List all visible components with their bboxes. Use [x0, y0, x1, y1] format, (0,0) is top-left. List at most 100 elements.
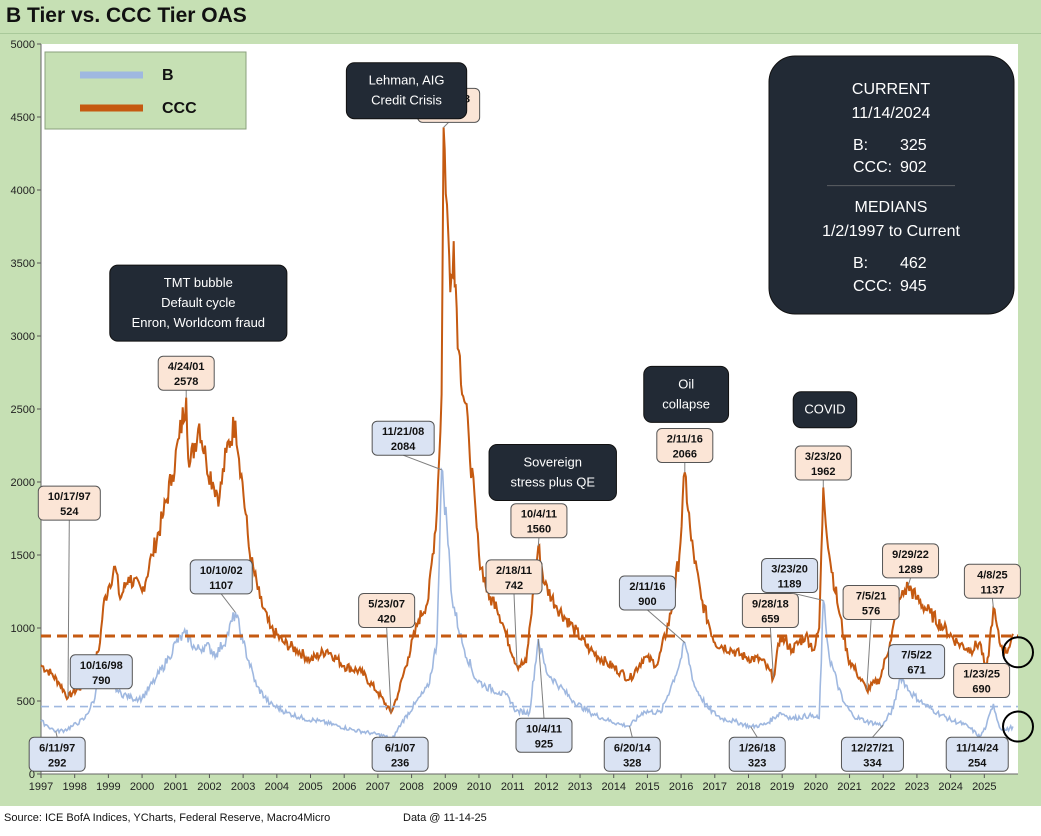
callout-date: 7/5/21 — [856, 590, 887, 602]
callout-date: 11/14/24 — [956, 742, 999, 754]
callout-box — [358, 592, 416, 628]
callout-value: 742 — [505, 580, 523, 592]
data-label-ccc: 2/11/16 2066 — [656, 428, 714, 473]
callout-date: 7/5/22 — [901, 650, 932, 662]
annotation-text: Oil — [678, 376, 694, 391]
data-label-ccc: 9/29/22 1289 — [882, 543, 940, 586]
data-label-b: 10/4/11 925 — [515, 638, 573, 753]
callout-leader — [647, 609, 686, 643]
callout-leader — [866, 619, 872, 690]
info-box: CURRENT 11/14/2024 B: 325 CCC: 902 ———————————… — [768, 55, 1015, 315]
data-label-b: 6/20/14 328 — [603, 725, 661, 772]
y-tick-label: 500 — [17, 696, 35, 708]
callout-value: 292 — [48, 757, 66, 769]
x-tick-label: 2014 — [601, 781, 625, 793]
callout-leader — [907, 577, 912, 586]
chart-title: B Tier vs. CCC Tier OAS — [6, 4, 247, 27]
callout-box — [510, 503, 568, 539]
y-tick-label: 1500 — [11, 550, 35, 562]
data-label-ccc: 4/8/25 1137 — [963, 563, 1021, 609]
callout-box — [888, 644, 946, 680]
annotation-box — [109, 264, 288, 342]
callout-date: 6/20/14 — [614, 742, 652, 754]
footer: Source: ICE BofA Indices, YCharts, Feder… — [0, 806, 1041, 836]
callout-value: 1962 — [811, 466, 835, 478]
annotation-text: Credit Crisis — [371, 93, 442, 108]
info-b-median-label: B: — [853, 255, 868, 272]
x-tick-label: 2000 — [130, 781, 154, 793]
callout-value: 1560 — [527, 524, 551, 536]
callout-box — [945, 736, 1009, 772]
data-label-ccc: 3/23/20 1962 — [794, 445, 852, 488]
x-tick-label: 2021 — [837, 781, 861, 793]
callout-box — [37, 485, 101, 521]
data-label-ccc: 10/4/11 1560 — [510, 503, 568, 547]
data-label-b: 1/26/18 323 — [728, 726, 786, 772]
data-label-b: 10/16/98 790 — [69, 654, 133, 690]
callout-value: 925 — [535, 738, 553, 750]
callout-box — [515, 717, 573, 753]
callout-box — [963, 563, 1021, 599]
callout-box — [953, 663, 1011, 699]
x-tick-label: 2012 — [534, 781, 558, 793]
data-label-b: 11/21/08 2084 — [371, 420, 442, 471]
x-tick-label: 2025 — [972, 781, 996, 793]
info-b-current: 325 — [900, 137, 927, 154]
callout-leader — [789, 591, 824, 601]
callout-value: 671 — [907, 665, 925, 677]
data-label-ccc: 9/28/18 659 — [741, 592, 799, 678]
callout-leader — [443, 121, 449, 128]
annotation-text: collapse — [662, 396, 710, 411]
legend-label-b: B — [162, 67, 174, 84]
y-tick-label: 1000 — [11, 623, 35, 635]
x-tick-label: 1998 — [62, 781, 86, 793]
callout-leader — [402, 454, 442, 471]
callout-value: 323 — [748, 757, 766, 769]
x-tick-label: 2020 — [804, 781, 828, 793]
callout-leader — [67, 520, 70, 698]
event-annotation: Oil collapse — [643, 365, 730, 423]
x-tick-label: 2013 — [568, 781, 592, 793]
callout-value: 659 — [761, 613, 779, 625]
callout-value: 900 — [638, 596, 656, 608]
callout-box — [189, 559, 253, 595]
y-tick-label: 4000 — [11, 185, 35, 197]
x-tick-label: 2019 — [770, 781, 794, 793]
callout-date: 9/29/22 — [892, 549, 929, 561]
data-label-b: 12/27/21 334 — [840, 724, 904, 772]
title-bar: B Tier vs. CCC Tier OAS — [0, 0, 1041, 34]
data-label-ccc: 5/23/07 420 — [358, 592, 416, 713]
callout-date: 4/8/25 — [977, 569, 1008, 581]
info-ccc-median: 945 — [900, 278, 927, 295]
callout-box — [69, 654, 133, 690]
legend: B CCC — [44, 51, 247, 130]
callout-leader — [537, 537, 540, 547]
x-tick-label: 2007 — [366, 781, 390, 793]
x-tick-label: 2015 — [635, 781, 659, 793]
callout-box — [157, 355, 215, 391]
callout-date: 11/21/08 — [382, 426, 424, 438]
y-tick-label: 0 — [29, 769, 35, 781]
callout-value: 790 — [92, 675, 110, 687]
callout-leader — [537, 638, 545, 719]
callout-value: 2578 — [174, 376, 198, 388]
data-label-ccc: 1/23/25 690 — [953, 663, 1011, 699]
event-annotation: Lehman, AIG Credit Crisis — [345, 62, 468, 120]
x-tick-label: 2004 — [265, 781, 289, 793]
info-medians-title: MEDIANS — [855, 199, 928, 216]
callout-value: 254 — [968, 757, 987, 769]
x-tick-label: 2006 — [332, 781, 356, 793]
x-tick-label: 2002 — [197, 781, 221, 793]
data-label-b: 3/23/20 1189 — [761, 557, 824, 601]
callout-value: 690 — [972, 684, 990, 696]
callout-date: 9/28/18 — [752, 598, 789, 610]
x-tick-label: 2016 — [669, 781, 693, 793]
oas-line-chart: 0 500 1000 1500 2000 2500 3000 3500 4000 4500 5000… — [11, 39, 1034, 793]
y-tick-label: 2000 — [11, 477, 35, 489]
callout-date: 10/10/02 — [200, 565, 243, 577]
x-tick-label: 2022 — [871, 781, 895, 793]
annotation-box — [643, 365, 730, 423]
current-marker-ccc — [1002, 636, 1034, 669]
callout-date: 10/17/97 — [48, 491, 91, 503]
callout-box — [761, 557, 819, 593]
